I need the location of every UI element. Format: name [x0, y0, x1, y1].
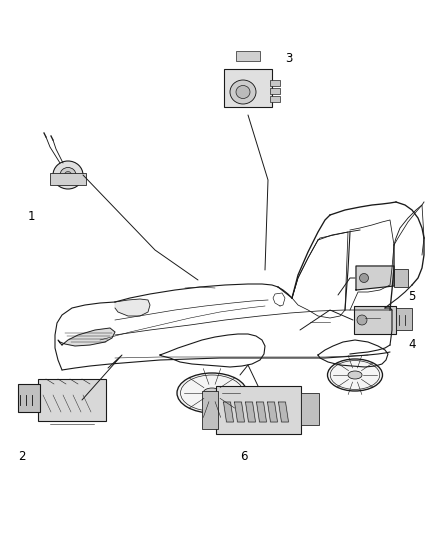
- Polygon shape: [257, 402, 266, 422]
- Ellipse shape: [236, 85, 250, 99]
- Bar: [224, 69, 272, 107]
- Bar: [18, 384, 40, 412]
- FancyBboxPatch shape: [50, 173, 86, 185]
- Bar: [270, 96, 280, 102]
- Bar: [396, 308, 412, 330]
- Ellipse shape: [203, 388, 221, 398]
- Ellipse shape: [328, 359, 382, 391]
- Polygon shape: [223, 402, 233, 422]
- Ellipse shape: [64, 172, 71, 179]
- Bar: [270, 80, 280, 86]
- Bar: [236, 51, 260, 61]
- Text: 5: 5: [408, 290, 415, 303]
- Polygon shape: [246, 402, 255, 422]
- Bar: [394, 269, 408, 287]
- Bar: [354, 306, 396, 334]
- Polygon shape: [279, 402, 289, 422]
- Text: 4: 4: [408, 338, 416, 351]
- Ellipse shape: [60, 167, 76, 182]
- Ellipse shape: [348, 371, 362, 379]
- Bar: [215, 386, 300, 434]
- Text: 2: 2: [18, 450, 25, 463]
- Ellipse shape: [360, 273, 368, 282]
- Polygon shape: [356, 266, 394, 290]
- Ellipse shape: [177, 373, 247, 413]
- Bar: [270, 88, 280, 94]
- Bar: [300, 393, 318, 425]
- Ellipse shape: [53, 161, 83, 189]
- Ellipse shape: [357, 315, 367, 325]
- Text: 3: 3: [285, 52, 293, 65]
- Bar: [201, 391, 218, 429]
- Polygon shape: [58, 328, 115, 346]
- Bar: [38, 379, 106, 421]
- Text: 1: 1: [28, 210, 35, 223]
- Text: 6: 6: [240, 450, 247, 463]
- Polygon shape: [115, 299, 150, 316]
- Polygon shape: [234, 402, 244, 422]
- Polygon shape: [268, 402, 278, 422]
- Ellipse shape: [230, 80, 256, 104]
